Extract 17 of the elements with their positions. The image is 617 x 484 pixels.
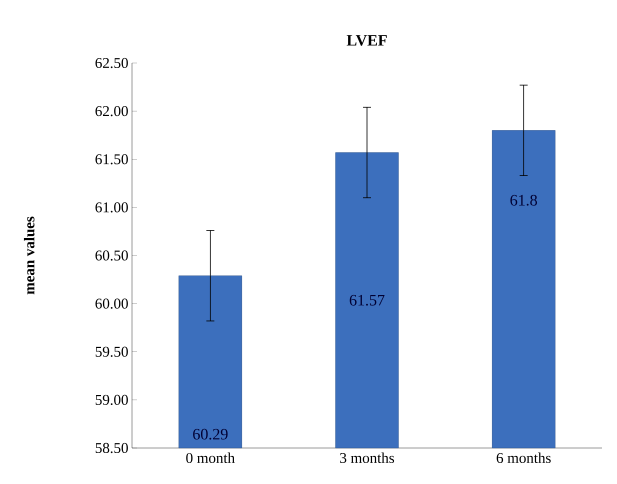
y-tick-label: 59.50 [96,346,128,357]
data-label: 61.57 [350,294,384,306]
y-tick-label: 62.00 [95,106,128,116]
x-tick-label: 3 months [340,452,394,464]
x-tick-label: 6 months [496,452,551,464]
y-tick-label: 61.50 [95,154,128,164]
data-label: 60.29 [193,428,228,440]
y-axis-title: mean values [24,216,34,294]
y-tick-label: 62.50 [95,58,128,68]
y-tick-label: 60.00 [95,298,128,309]
y-tick-label: 59.00 [96,394,128,405]
data-label: 61.8 [510,194,538,206]
chart-title: LVEF [346,35,387,46]
y-tick-label: 60.50 [95,250,128,261]
y-tick-label: 58.50 [96,442,128,454]
x-tick-label: 0 month [186,452,235,464]
y-tick-label: 61.00 [95,202,128,212]
